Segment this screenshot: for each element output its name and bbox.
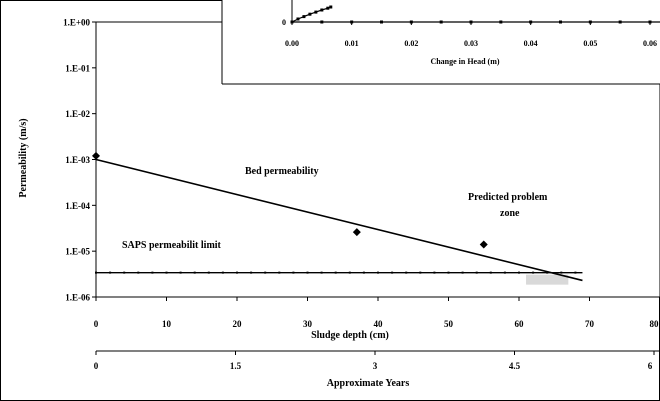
inset-point — [559, 20, 562, 24]
x-tick-label: 30 — [303, 319, 313, 329]
x2-axis-title: Approximate Years — [327, 378, 410, 389]
inset-point — [499, 20, 503, 24]
x-tick-label: 10 — [162, 319, 172, 329]
inset-x-tick-label: 0.03 — [464, 39, 478, 48]
annotation-problem: Predicted problem — [468, 192, 548, 203]
inset-point — [314, 10, 318, 14]
x2-tick-label: 3 — [373, 361, 378, 371]
limit-point — [489, 271, 492, 274]
inset-point — [618, 20, 622, 24]
x-tick-label: 20 — [233, 319, 243, 329]
inset-x-tick-label: 0.01 — [345, 39, 359, 48]
x-tick-label: 50 — [444, 319, 454, 329]
x-axis-title: Sludge depth (cm) — [311, 330, 389, 341]
y-tick-label: 1.E-02 — [65, 109, 90, 119]
limit-point — [362, 271, 365, 274]
limit-point — [207, 271, 210, 274]
inset-x-axis-title: Change in Head (m) — [430, 57, 499, 66]
inset-point — [648, 20, 652, 24]
x-tick-label: 40 — [374, 319, 384, 329]
y-tick-label: 1.E+00 — [63, 18, 90, 28]
limit-point — [151, 271, 154, 274]
limit-point — [221, 271, 224, 274]
limit-point — [405, 271, 408, 274]
inset-point — [320, 20, 324, 24]
inset-point — [329, 5, 333, 9]
limit-point — [574, 271, 577, 274]
limit-point — [165, 271, 168, 274]
x-tick-label: 80 — [650, 319, 660, 329]
limit-point — [320, 271, 323, 274]
inset-point — [290, 20, 294, 24]
limit-point — [433, 271, 436, 274]
inset-x-tick-label: 0.05 — [583, 39, 597, 48]
x2-tick-label: 1.5 — [230, 361, 242, 371]
inset-x-tick-label: 0.04 — [524, 39, 538, 48]
inset-point — [588, 20, 592, 24]
limit-point — [475, 271, 478, 274]
limit-point — [461, 271, 464, 274]
x-tick-label: 70 — [585, 319, 595, 329]
annotation-zone: zone — [500, 208, 520, 219]
y-tick-label: 1.E-06 — [65, 293, 90, 303]
limit-point — [503, 271, 506, 274]
trend-line — [95, 158, 583, 282]
inset-x-tick-label: 0.06 — [643, 39, 657, 48]
x-tick-label: 60 — [515, 319, 525, 329]
limit-point — [348, 271, 351, 274]
y-tick-label: 1.E-01 — [65, 63, 90, 73]
data-point — [92, 151, 100, 160]
problem-zone-shading — [526, 274, 569, 285]
inset-background — [222, 0, 660, 84]
limit-point — [532, 271, 535, 274]
y-axis-title: Permeability (m/s) — [18, 118, 29, 197]
limit-point — [109, 271, 112, 274]
data-point — [352, 228, 361, 237]
inset-x-tick-label: 0.02 — [404, 39, 418, 48]
inset-point — [326, 6, 330, 10]
limit-point — [278, 271, 281, 274]
annotation-saps-limit: SAPS permeabilit limit — [122, 240, 222, 251]
limit-point — [292, 271, 295, 274]
inset-x-tick-label: 0.00 — [285, 39, 299, 48]
limit-point — [377, 271, 379, 274]
inset-point — [529, 20, 533, 24]
inset-point — [469, 20, 473, 24]
x2-tick-label: 0 — [94, 361, 99, 371]
limit-point — [179, 271, 182, 274]
limit-point — [518, 271, 520, 274]
limit-point — [447, 271, 450, 274]
inset-point — [302, 15, 306, 19]
limit-point — [560, 271, 563, 274]
annotation-bed-permeability: Bed permeability — [245, 166, 319, 177]
y-tick-label: 1.E-04 — [65, 201, 90, 211]
inset-point — [409, 20, 413, 24]
x2-tick-label: 4.5 — [509, 361, 521, 371]
inset-point — [439, 20, 443, 24]
data-point — [479, 240, 488, 249]
x-tick-label: 0 — [94, 319, 99, 329]
inset-y-tick-label: 0 — [282, 18, 286, 27]
inset-point — [350, 20, 354, 24]
inset-point — [296, 17, 300, 21]
limit-point — [137, 271, 140, 274]
inset-point — [380, 20, 383, 24]
inset-point — [308, 12, 312, 16]
y-tick-label: 1.E-05 — [65, 247, 90, 257]
limit-point — [334, 271, 337, 274]
limit-point — [546, 271, 549, 274]
limit-point — [123, 271, 126, 274]
limit-point — [250, 271, 253, 274]
limit-point — [264, 271, 267, 274]
limit-point — [193, 271, 196, 274]
limit-point — [95, 271, 97, 274]
limit-point — [236, 271, 238, 274]
y-tick-label: 1.E-03 — [65, 155, 90, 165]
limit-point — [391, 271, 394, 274]
inset-point — [320, 8, 324, 12]
limit-point — [306, 271, 309, 274]
x2-tick-label: 6 — [648, 361, 653, 371]
limit-point — [419, 271, 422, 274]
